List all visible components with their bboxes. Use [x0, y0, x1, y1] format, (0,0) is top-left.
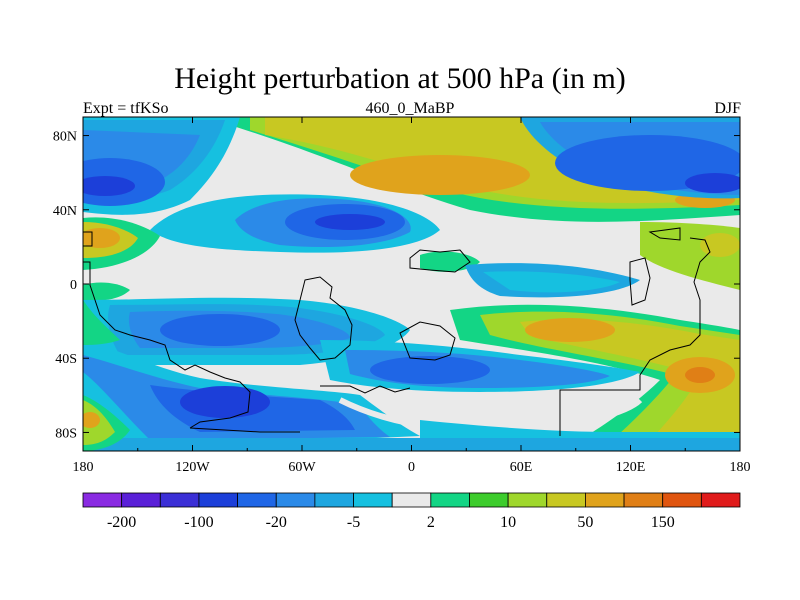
colorbar-swatch: [121, 492, 161, 508]
y-tick-label: 80N: [53, 130, 77, 145]
colorbar-swatch: [237, 492, 277, 508]
colorbar-swatch: [275, 492, 316, 508]
y-tick-label: 40N: [53, 204, 77, 219]
colorbar-swatch: [585, 492, 625, 508]
x-tick-label: 180: [73, 460, 94, 475]
colorbar-swatch: [623, 492, 664, 508]
left-subtitle: Expt = tfKSo: [83, 100, 169, 117]
colorbar-swatch: [314, 492, 354, 508]
colorbar-label: 50: [577, 514, 593, 531]
colorbar-label: -100: [184, 514, 213, 531]
colorbar-label: -20: [266, 514, 287, 531]
x-tick-label: 60E: [510, 460, 533, 475]
colorbar-swatch: [546, 492, 586, 508]
colorbar-label: 10: [500, 514, 516, 531]
colorbar-swatch: [469, 492, 509, 508]
colorbar-swatch: [507, 492, 548, 508]
colorbar-swatch: [353, 492, 393, 508]
center-subtitle: 460_0_MaBP: [365, 100, 455, 117]
colorbar-swatch: [82, 492, 123, 508]
colorbar: -200 -100 -20 -5 2 10 50 150: [82, 492, 741, 531]
colorbar-swatch: [700, 492, 741, 508]
colorbar-swatch: [430, 492, 470, 508]
chart-title: Height perturbation at 500 hPa (in m): [174, 62, 626, 95]
colorbar-swatch: [391, 492, 432, 508]
x-tick-label: 120E: [616, 460, 646, 475]
colorbar-swatch: [198, 492, 238, 508]
colorbar-label: -5: [347, 514, 360, 531]
coastlines: [83, 227, 711, 436]
x-tick-label: 180: [730, 460, 751, 475]
colorbar-swatch: [662, 492, 702, 508]
y-tick-label: 0: [70, 278, 77, 293]
colorbar-label: 2: [427, 514, 435, 531]
x-tick-label: 60W: [288, 460, 316, 475]
right-subtitle: DJF: [714, 100, 741, 117]
contour-field: [83, 117, 740, 451]
colorbar-swatch: [159, 492, 200, 508]
colorbar-label: 150: [651, 514, 675, 531]
x-tick-label: 120W: [175, 460, 210, 475]
axis-ticks: 180 120W 60W 0 60E 120E 180 80N 40N 0 40S 80S: [53, 117, 751, 475]
x-tick-label: 0: [408, 460, 415, 475]
y-tick-label: 80S: [55, 426, 77, 441]
y-tick-label: 40S: [55, 352, 77, 367]
colorbar-label: -200: [107, 514, 136, 531]
